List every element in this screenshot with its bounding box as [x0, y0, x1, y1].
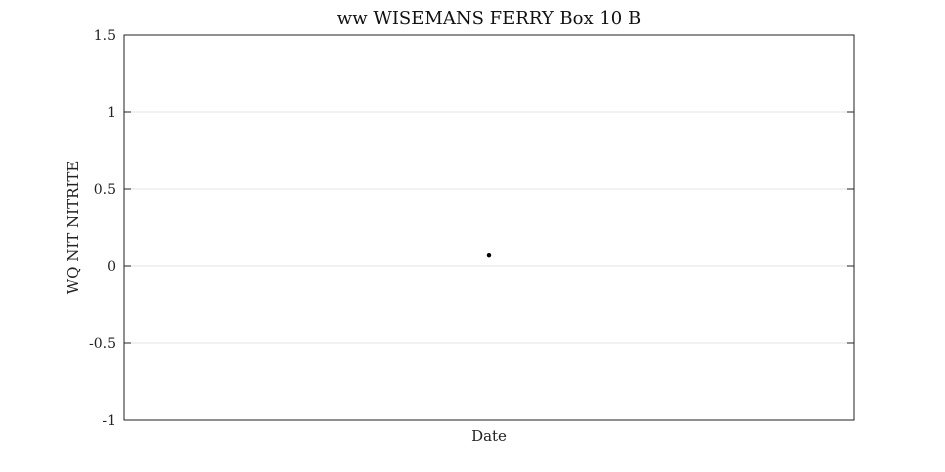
data-point	[486, 253, 492, 258]
y-axis-ticks: -1 -0.5 0 0.5 1 1.5	[89, 28, 854, 429]
y-tick-label: 0.5	[94, 182, 116, 198]
y-tick-label: -1	[102, 413, 116, 429]
y-tick-label: -0.5	[89, 336, 116, 352]
chart-title: ww WISEMANS FERRY Box 10 B	[337, 8, 641, 29]
data-points	[486, 253, 492, 258]
y-axis-label: WQ NIT NITRITE	[64, 161, 82, 295]
y-tick-label: 1	[107, 105, 116, 121]
x-axis-label: Date	[471, 427, 507, 445]
grid-lines	[124, 111, 854, 344]
y-tick-label: 0	[107, 259, 116, 275]
plot-area-frame	[123, 34, 855, 421]
y-tick-label: 1.5	[94, 28, 116, 44]
